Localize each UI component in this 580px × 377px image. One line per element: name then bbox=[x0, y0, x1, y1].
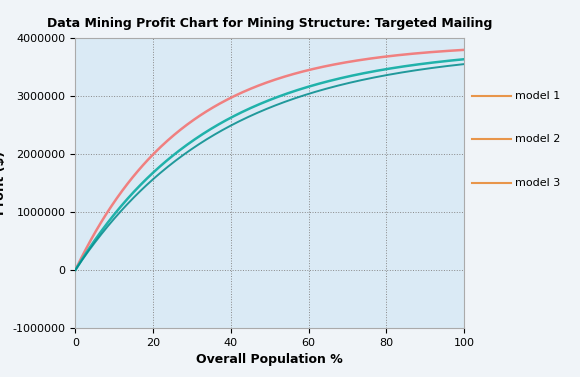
Title: Data Mining Profit Chart for Mining Structure: Targeted Mailing: Data Mining Profit Chart for Mining Stru… bbox=[47, 17, 492, 29]
Y-axis label: Profit ($): Profit ($) bbox=[0, 151, 7, 215]
Text: model 2: model 2 bbox=[514, 134, 560, 144]
X-axis label: Overall Population %: Overall Population % bbox=[196, 353, 343, 366]
Text: model 1: model 1 bbox=[514, 91, 560, 101]
Text: model 3: model 3 bbox=[514, 178, 560, 188]
